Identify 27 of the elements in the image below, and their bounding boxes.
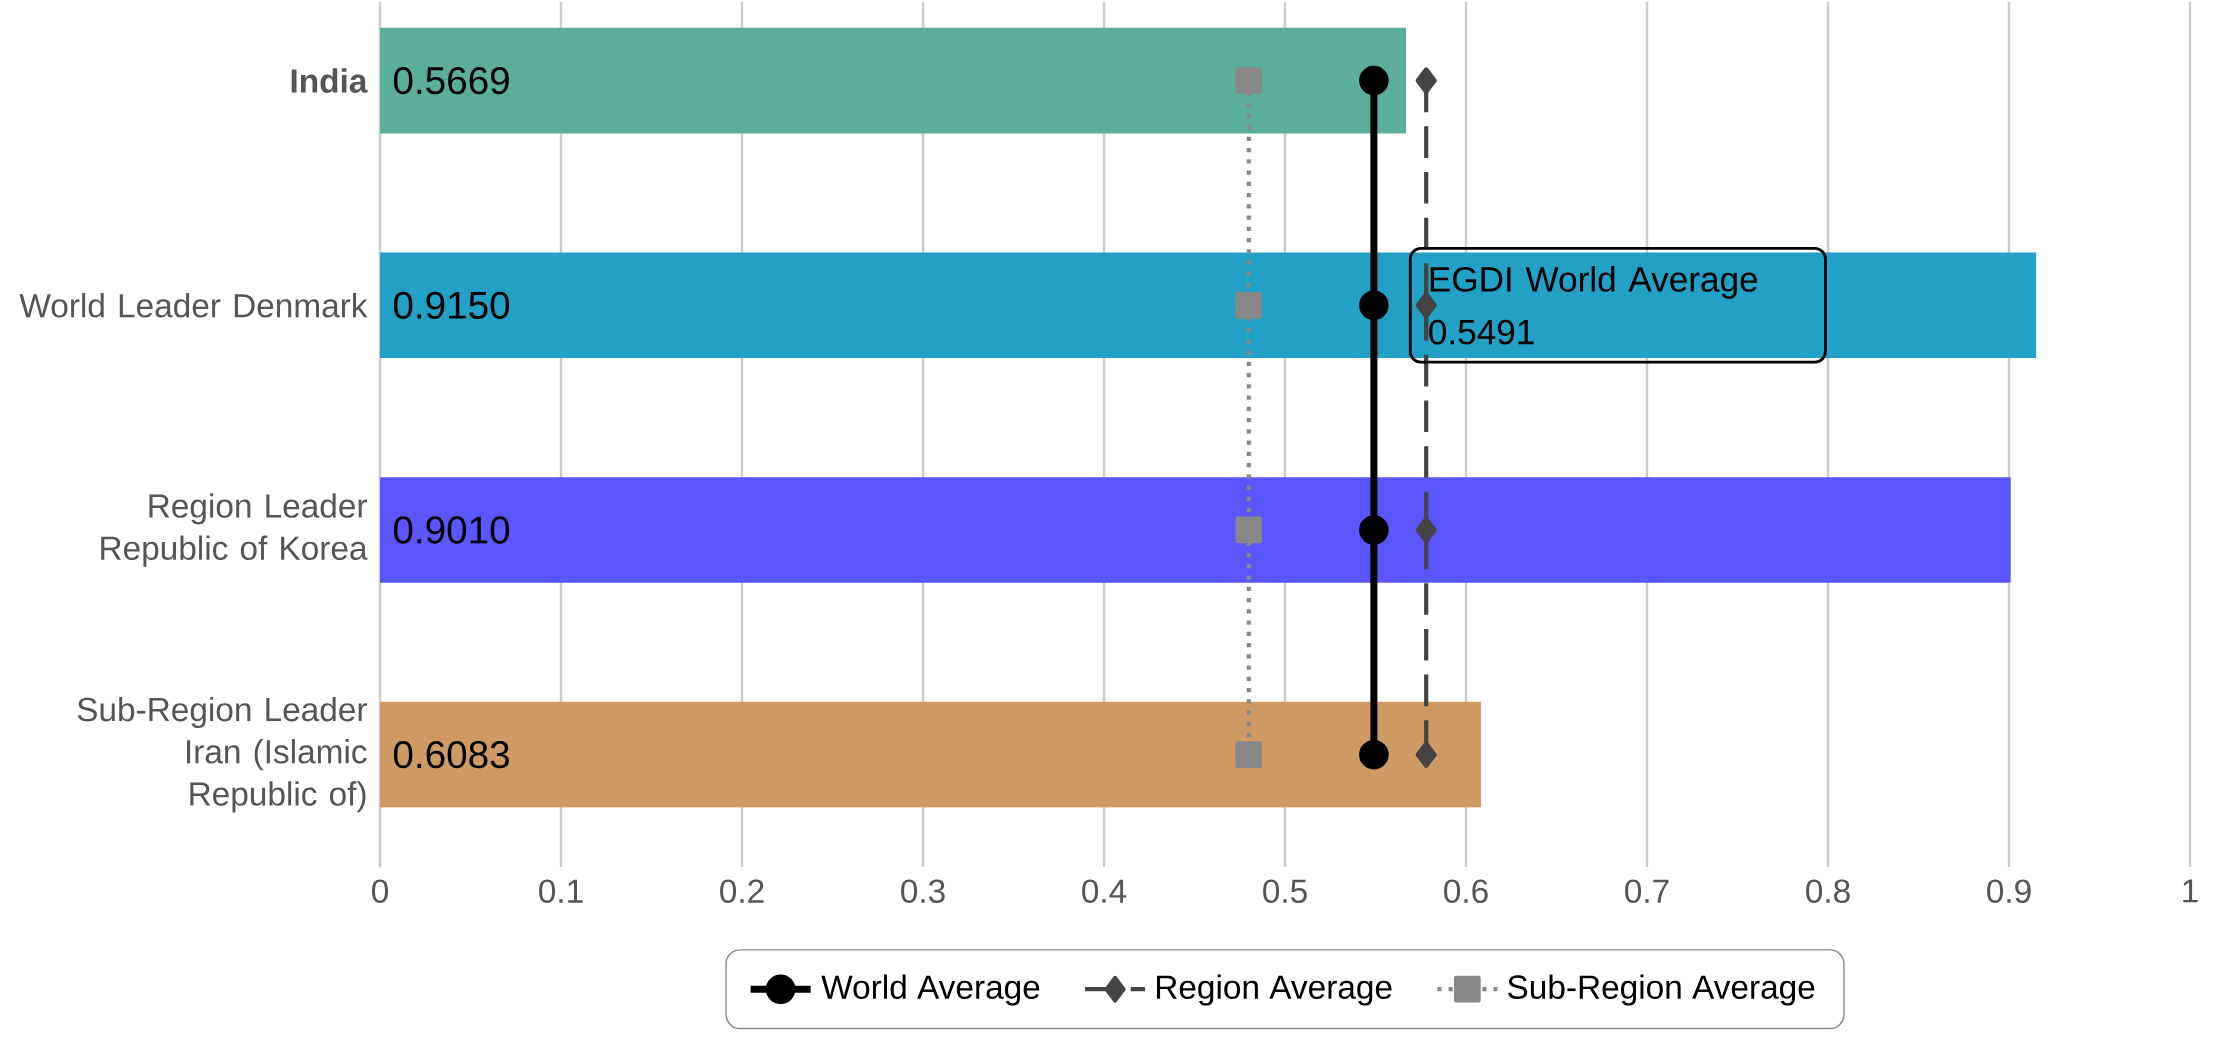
x-tick-label: 0.5 bbox=[1263, 879, 1307, 904]
data-label: 0.9150 bbox=[393, 291, 510, 319]
bar bbox=[380, 701, 1482, 808]
x-tick-label: 0.3 bbox=[901, 879, 945, 904]
data-label: 0.9010 bbox=[393, 516, 510, 544]
legend-label: World Average bbox=[821, 974, 1040, 1006]
x-tick-label: 0.1 bbox=[539, 879, 583, 904]
x-tick-label: 0.7 bbox=[1625, 879, 1669, 904]
x-tick-label: 0.2 bbox=[720, 879, 764, 904]
bar bbox=[380, 252, 2037, 359]
legend-label: Region Average bbox=[1156, 974, 1392, 1006]
bar bbox=[380, 477, 2011, 583]
bar bbox=[380, 27, 1407, 134]
y-tick-label: World Leader Denmark bbox=[19, 293, 368, 318]
y-tick-label: India bbox=[291, 68, 368, 93]
x-tick-label: 1 bbox=[2183, 879, 2198, 903]
data-label: 0.5669 bbox=[393, 66, 509, 95]
x-tick-label: 0.4 bbox=[1082, 879, 1127, 904]
x-tick-label: 0.8 bbox=[1806, 879, 1850, 904]
x-tick-label: 0.6 bbox=[1444, 879, 1488, 904]
y-tick-label: Sub-Region Leader Iran (Islamic Republic of) bbox=[77, 696, 367, 813]
data-label: 0.6083 bbox=[393, 741, 509, 769]
annotation: EGDI World Average 0.5491 bbox=[1429, 266, 1758, 345]
x-tick-label: 0.9 bbox=[1987, 879, 2031, 904]
legend-label: Sub-Region Average bbox=[1508, 974, 1815, 1006]
x-tick-label: 0 bbox=[372, 879, 388, 904]
y-tick-label: Region Leader Republic of Korea bbox=[101, 493, 368, 567]
